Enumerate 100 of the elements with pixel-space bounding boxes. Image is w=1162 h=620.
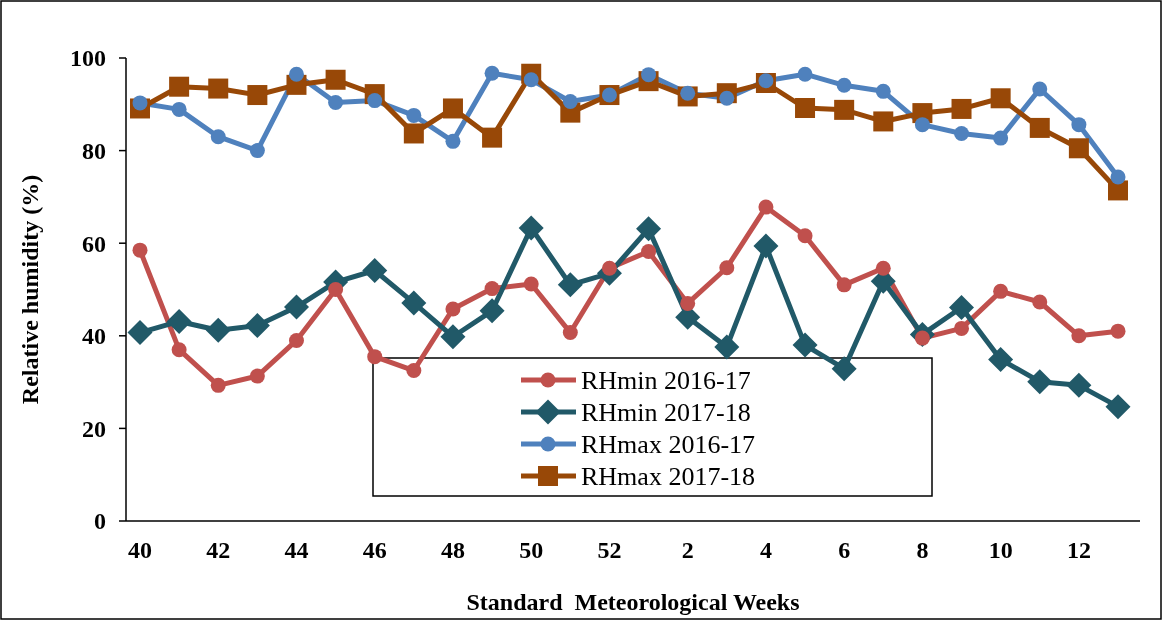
legend-label: RHmin 2017-18 [581, 398, 751, 428]
point [328, 282, 344, 297]
point [795, 98, 816, 118]
point [210, 377, 226, 393]
point [367, 349, 383, 365]
point [247, 85, 268, 106]
x-tick-label: 10 [988, 537, 1013, 563]
point [406, 107, 422, 123]
point [836, 77, 852, 93]
legend-label: RHmax 2017-18 [581, 462, 756, 492]
point [283, 294, 309, 320]
point [518, 215, 544, 241]
point [753, 233, 779, 259]
point [482, 127, 503, 148]
y-tick-label: 80 [82, 138, 106, 164]
point [1029, 117, 1050, 138]
point [636, 216, 662, 242]
point [205, 317, 231, 343]
legend-label: RHmin 2016-17 [581, 366, 751, 396]
point [875, 260, 891, 276]
point [249, 143, 265, 159]
point [719, 260, 735, 276]
point [914, 117, 930, 133]
point [403, 123, 424, 144]
point [169, 76, 190, 97]
point [1110, 169, 1126, 185]
point [834, 99, 855, 120]
y-tick-label: 20 [82, 415, 106, 442]
x-tick-label: 52 [597, 537, 622, 563]
point [132, 242, 148, 258]
point [401, 290, 427, 316]
point [288, 332, 304, 348]
point [1032, 81, 1048, 97]
point [328, 94, 344, 110]
point [210, 129, 226, 145]
point [171, 101, 187, 117]
point [406, 363, 422, 379]
point [1066, 372, 1092, 398]
point [951, 98, 972, 119]
point [954, 320, 970, 336]
point [523, 276, 539, 292]
y-tick-label: 60 [82, 230, 106, 257]
point [445, 133, 461, 149]
point [680, 295, 696, 311]
point [249, 368, 265, 384]
point [166, 308, 192, 334]
point [1032, 294, 1048, 310]
point [954, 125, 970, 141]
point [875, 83, 891, 99]
point [993, 283, 1009, 299]
y-axis-title: Relative humidity (%) [17, 174, 43, 405]
point [797, 228, 813, 244]
x-tick-label: 46 [362, 537, 387, 563]
point [1071, 328, 1087, 344]
point [1068, 138, 1089, 159]
point [714, 334, 740, 360]
point [288, 66, 304, 82]
point [208, 78, 229, 99]
point [988, 346, 1014, 372]
x-tick-label: 12 [1066, 537, 1091, 563]
point [1027, 369, 1053, 395]
point [362, 258, 388, 284]
point [873, 111, 894, 132]
point [562, 325, 578, 341]
point [440, 324, 466, 350]
point [484, 281, 500, 297]
point [127, 320, 153, 346]
x-tick-label: 42 [206, 537, 231, 563]
y-tick-label: 40 [82, 323, 106, 350]
point [758, 199, 774, 215]
x-tick-label: 48 [440, 537, 465, 563]
point [949, 295, 975, 321]
point [831, 356, 857, 382]
x-tick-label: 40 [128, 537, 152, 563]
point [792, 332, 818, 358]
y-tick-label: 0 [94, 508, 106, 535]
point [797, 66, 813, 82]
point [484, 65, 500, 81]
x-tick-label: 50 [519, 537, 544, 563]
point [1110, 323, 1126, 339]
point [244, 313, 270, 339]
point [325, 69, 346, 90]
y-tick-label: 100 [70, 45, 106, 72]
point [557, 272, 583, 298]
x-tick-label: 2 [681, 537, 694, 563]
point [993, 130, 1009, 146]
point [836, 277, 852, 293]
legend-label: RHmax 2016-17 [581, 430, 756, 460]
point [990, 88, 1011, 109]
point [1105, 394, 1131, 420]
point [171, 342, 187, 358]
x-tick-label: 44 [284, 537, 309, 563]
point [479, 298, 505, 324]
x-tick-label: 8 [916, 537, 929, 563]
x-tick-label: 6 [838, 537, 851, 563]
point [445, 301, 461, 317]
point [1071, 117, 1087, 133]
point [562, 94, 578, 110]
x-tick-label: 4 [759, 537, 772, 563]
x-axis-title: Standard Meteorological Weeks [466, 589, 800, 615]
